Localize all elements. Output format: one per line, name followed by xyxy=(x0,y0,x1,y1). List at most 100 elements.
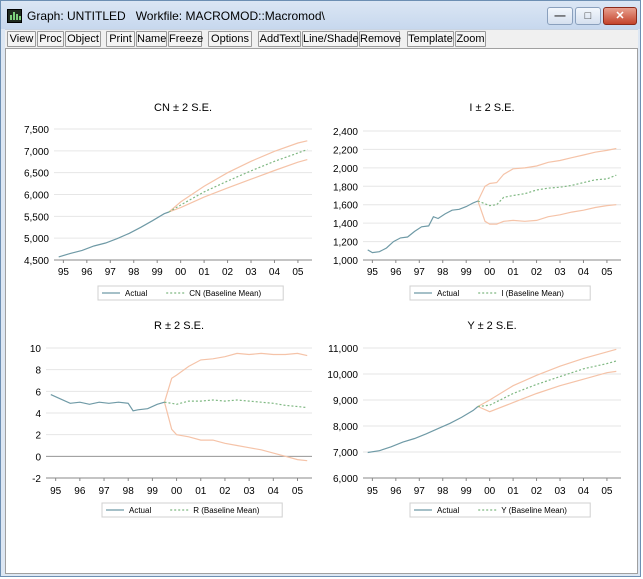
legend-label-actual: Actual xyxy=(129,506,151,515)
view-button[interactable]: View xyxy=(7,31,36,47)
chart-title: R ± 2 S.E. xyxy=(154,320,204,332)
legend-label-baseline: R (Baseline Mean) xyxy=(193,506,260,515)
print-button[interactable]: Print xyxy=(106,31,135,47)
x-tick-label: 97 xyxy=(414,267,426,278)
y-tick-label: 6 xyxy=(35,387,41,398)
y-tick-label: 1,200 xyxy=(333,238,358,249)
line-shade-button[interactable]: Line/Shade xyxy=(302,31,359,47)
lower-band-line xyxy=(168,159,308,213)
remove-button[interactable]: Remove xyxy=(359,31,401,47)
x-tick-label: 05 xyxy=(601,267,613,278)
x-tick-label: 95 xyxy=(367,486,379,497)
y-tick-label: 6,000 xyxy=(24,191,49,202)
x-tick-label: 01 xyxy=(195,486,207,497)
x-tick-label: 99 xyxy=(147,486,159,497)
minimize-button[interactable]: — xyxy=(547,7,573,25)
y-tick-label: 1,400 xyxy=(333,219,358,230)
actual-line xyxy=(58,211,170,258)
x-tick-label: 00 xyxy=(484,267,496,278)
addtext-button[interactable]: AddText xyxy=(258,31,301,47)
x-tick-label: 03 xyxy=(244,486,256,497)
x-tick-label: 02 xyxy=(222,267,234,278)
x-tick-label: 98 xyxy=(437,486,449,497)
legend-box xyxy=(101,502,283,518)
actual-line xyxy=(367,406,479,454)
legend-box xyxy=(97,285,284,301)
y-tick-label: 1,600 xyxy=(333,201,358,212)
x-tick-label: 01 xyxy=(508,267,520,278)
minimize-icon: — xyxy=(554,10,566,22)
close-button[interactable]: ✕ xyxy=(603,7,637,25)
legend-label-baseline: Y (Baseline Mean) xyxy=(501,506,567,515)
y-tick-label: 2,400 xyxy=(333,127,358,138)
graph-app-icon xyxy=(7,9,22,23)
x-tick-label: 95 xyxy=(58,267,70,278)
actual-line xyxy=(367,200,479,254)
x-tick-label: 99 xyxy=(152,267,164,278)
chart-legend: Actual Y (Baseline Mean) xyxy=(409,502,591,518)
y-tick-label: 2,200 xyxy=(333,145,358,156)
template-button[interactable]: Template xyxy=(407,31,454,47)
x-tick-label: 96 xyxy=(390,267,402,278)
upper-band-line xyxy=(168,140,308,213)
y-tick-label: 7,000 xyxy=(24,147,49,158)
baseline-mean-line xyxy=(477,360,617,408)
y-tick-label: 8,000 xyxy=(333,422,358,433)
lower-band-line xyxy=(477,370,617,413)
graph-canvas: CN ± 2 S.E. 4,500 5,000 5,500 6,000 6,500 7,00… xyxy=(5,48,638,574)
freeze-button[interactable]: Freeze xyxy=(168,31,204,47)
x-tick-label: 99 xyxy=(461,486,473,497)
y-tick-label: 7,000 xyxy=(333,448,358,459)
x-tick-label: 98 xyxy=(123,486,135,497)
x-tick-label: 99 xyxy=(461,267,473,278)
y-tick-label: 9,000 xyxy=(333,396,358,407)
y-tick-label: 10 xyxy=(30,344,42,355)
title-bar[interactable]: Graph: UNTITLED Workfile: MACROMOD::Macr… xyxy=(1,1,640,29)
x-tick-label: 03 xyxy=(245,267,257,278)
upper-band-line xyxy=(163,352,308,403)
x-tick-label: 02 xyxy=(531,267,543,278)
chart-legend: Actual R (Baseline Mean) xyxy=(101,502,283,518)
legend-label-actual: Actual xyxy=(437,289,459,298)
upper-band-line xyxy=(477,147,617,202)
legend-label-actual: Actual xyxy=(437,506,459,515)
y-tick-label: 5,500 xyxy=(24,212,49,223)
toolbar: View Proc Object Print Name Freeze Optio… xyxy=(5,29,638,48)
proc-button[interactable]: Proc xyxy=(37,31,64,47)
y-tick-label: 0 xyxy=(35,452,41,463)
chart-title: CN ± 2 S.E. xyxy=(154,102,212,114)
x-tick-label: 00 xyxy=(484,486,496,497)
y-tick-label: 6,000 xyxy=(333,474,358,485)
zoom-button[interactable]: Zoom xyxy=(455,31,486,47)
y-tick-label: 2,000 xyxy=(333,164,358,175)
chart-title: Y ± 2 S.E. xyxy=(467,320,516,332)
actual-line xyxy=(50,394,165,412)
maximize-button[interactable]: □ xyxy=(575,7,601,25)
options-button[interactable]: Options xyxy=(208,31,252,47)
object-button[interactable]: Object xyxy=(65,31,101,47)
x-tick-label: 05 xyxy=(292,486,304,497)
chart-legend: Actual I (Baseline Mean) xyxy=(409,285,591,301)
y-tick-label: 8 xyxy=(35,366,41,377)
x-tick-label: 95 xyxy=(50,486,62,497)
y-tick-label: 7,500 xyxy=(24,125,49,136)
x-tick-label: 98 xyxy=(437,267,449,278)
x-tick-label: 98 xyxy=(128,267,140,278)
x-tick-label: 96 xyxy=(74,486,86,497)
x-tick-label: 03 xyxy=(554,267,566,278)
x-tick-label: 02 xyxy=(219,486,231,497)
chart-title: I ± 2 S.E. xyxy=(469,102,514,114)
charts-svg: CN ± 2 S.E. 4,500 5,000 5,500 6,000 6,500 7,00… xyxy=(24,102,621,518)
chart-panel-3: Y ± 2 S.E. 6,000 7,000 8,000 9,000 10,000 11,0… xyxy=(327,320,621,518)
lower-band-line xyxy=(163,402,308,462)
x-tick-label: 01 xyxy=(508,486,520,497)
y-tick-label: 2 xyxy=(35,431,41,442)
x-tick-label: 04 xyxy=(269,267,281,278)
window-title: Graph: UNTITLED Workfile: MACROMOD::Macr… xyxy=(27,9,325,23)
y-tick-label: 4 xyxy=(35,409,41,420)
legend-label-baseline: CN (Baseline Mean) xyxy=(189,289,261,298)
name-button[interactable]: Name xyxy=(136,31,167,47)
x-tick-label: 01 xyxy=(199,267,211,278)
baseline-mean-line xyxy=(168,148,308,213)
